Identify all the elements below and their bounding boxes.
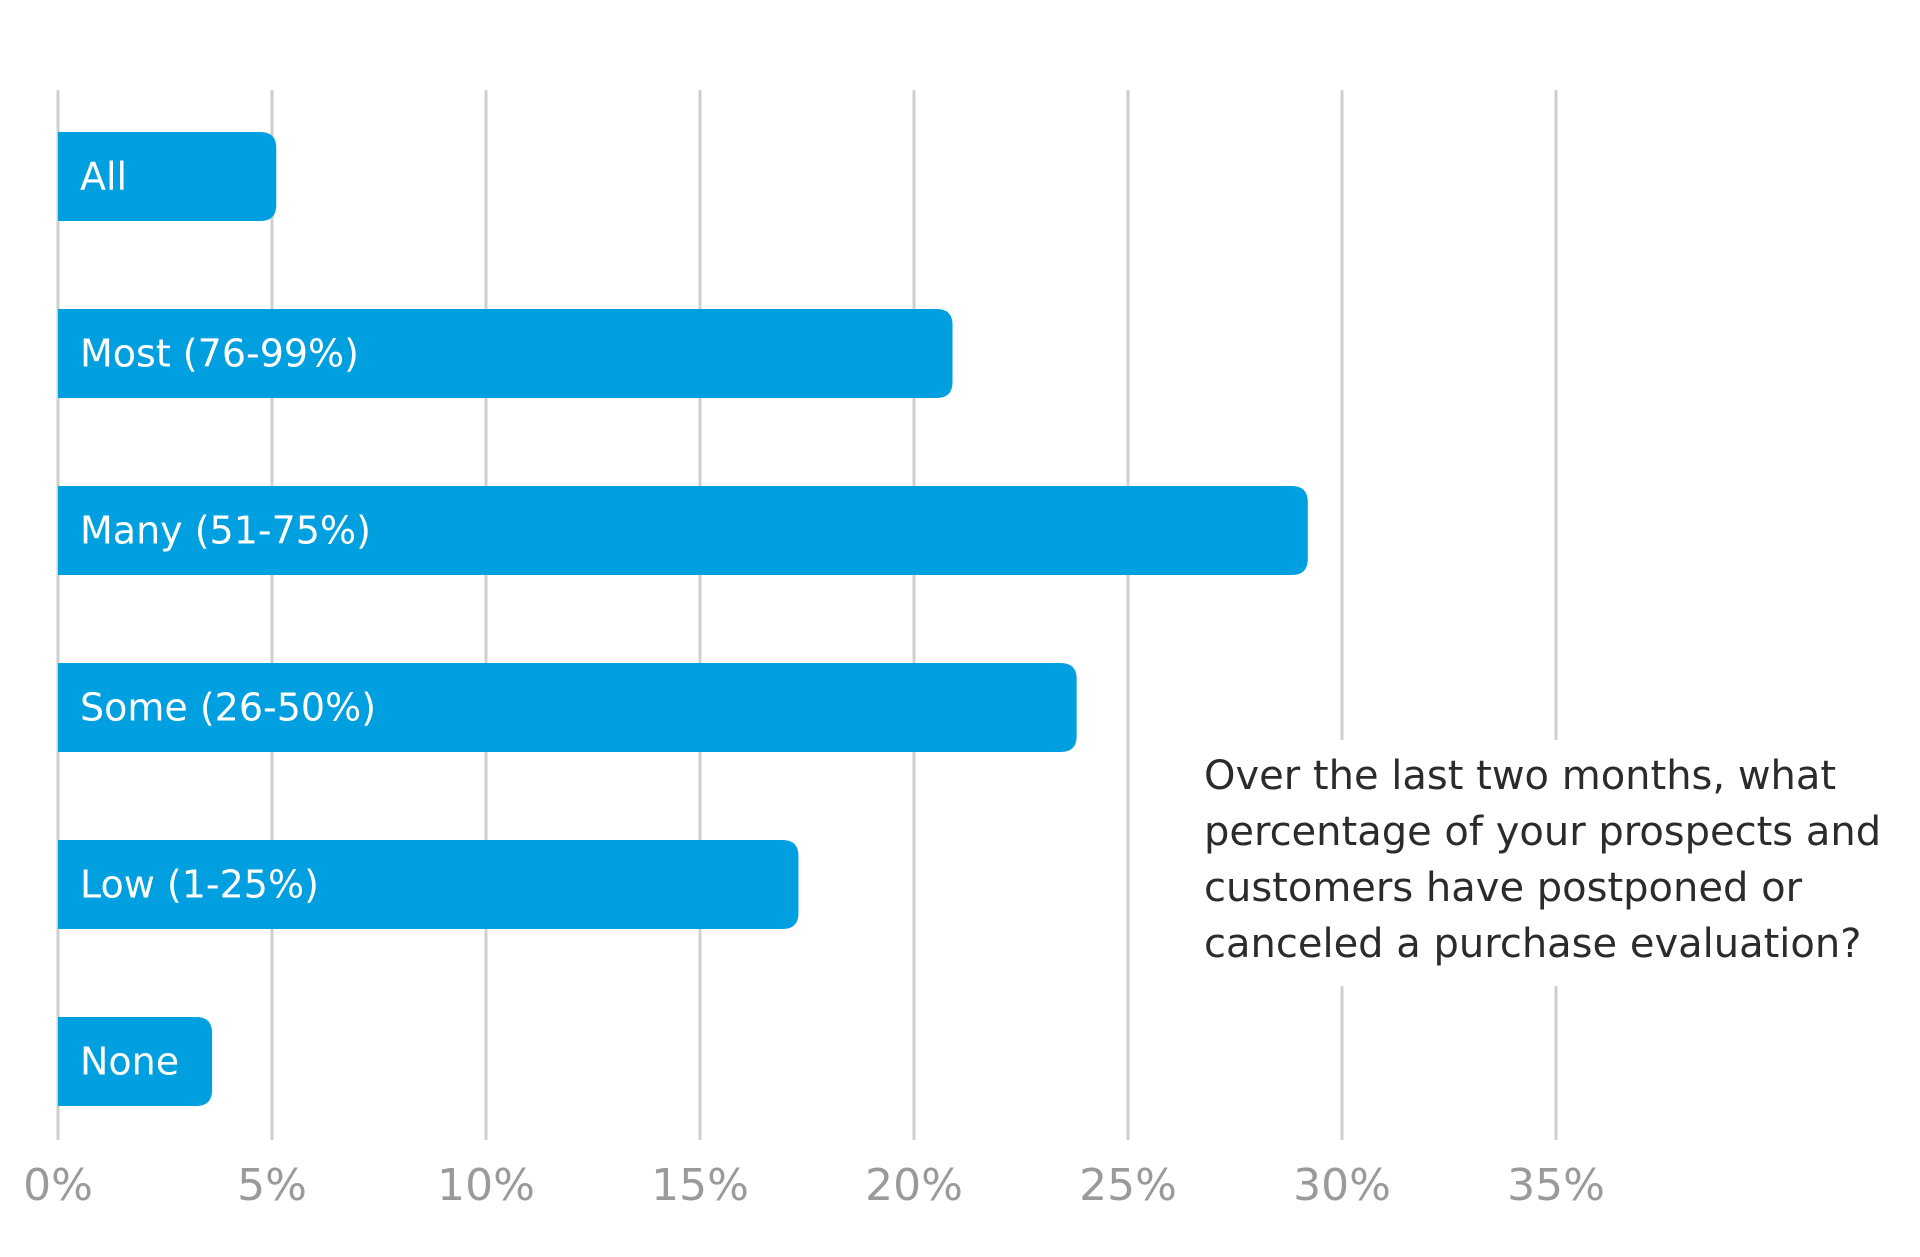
x-tick-label: 10%	[437, 1160, 535, 1211]
x-tick-label: 20%	[865, 1160, 963, 1211]
bar-2	[58, 486, 1308, 575]
bars: All Most (76-99%) Many (51-75%) Some (26-50…	[58, 132, 1308, 1106]
bar-category-label: Some (26-50%)	[80, 686, 376, 730]
bar-0	[58, 132, 277, 221]
x-axis-ticks: 0% 5% 10% 15% 20% 25% 30% 35%	[23, 1160, 1605, 1211]
x-tick-label: 5%	[237, 1160, 307, 1211]
bar-category-label: None	[80, 1040, 179, 1084]
bar-3	[58, 663, 1077, 752]
bar-5	[58, 1017, 213, 1106]
x-tick-label: 25%	[1079, 1160, 1177, 1211]
bar-category-label: Many (51-75%)	[80, 509, 371, 553]
bar-4	[58, 840, 799, 929]
x-tick-label: 35%	[1507, 1160, 1605, 1211]
question-annotation: Over the last two months, what percentag…	[1190, 740, 1920, 986]
bar-category-label: All	[80, 155, 127, 199]
x-tick-label: 15%	[651, 1160, 749, 1211]
grid-lines	[56, 90, 1558, 1140]
bar-category-label: Low (1-25%)	[80, 863, 319, 907]
bar-category-label: Most (76-99%)	[80, 332, 359, 376]
x-tick-label: 0%	[23, 1160, 93, 1211]
x-tick-label: 30%	[1293, 1160, 1391, 1211]
bar-1	[58, 309, 953, 398]
